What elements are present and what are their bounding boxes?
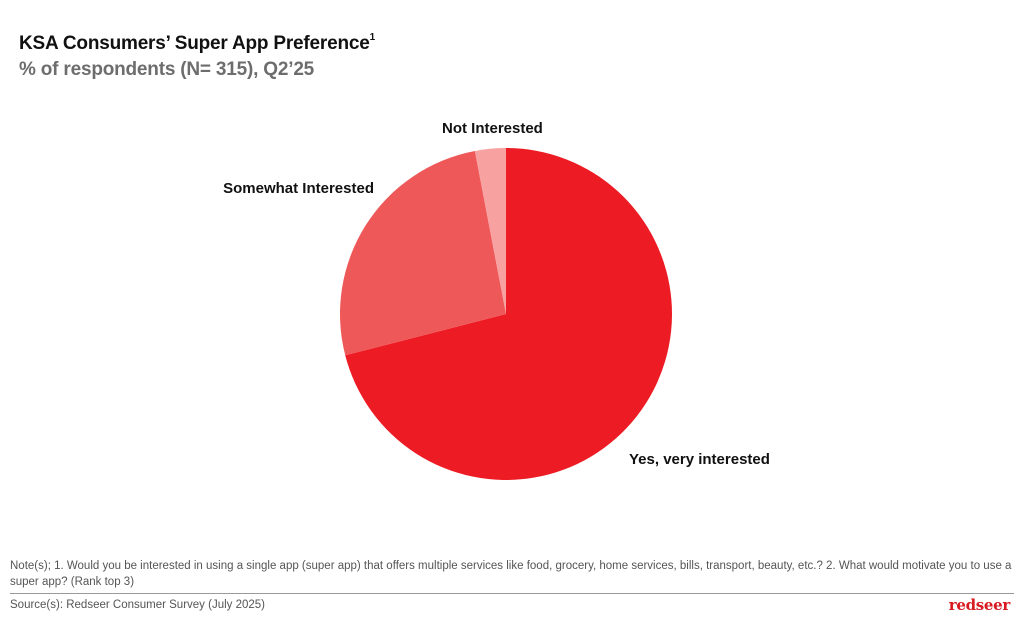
pie-slice-somewhat-interested	[340, 150, 506, 356]
chart-subtitle: % of respondents (N= 315), Q2’25	[19, 59, 315, 80]
footer-divider	[10, 593, 1014, 594]
pie-chart: Yes, very interested Somewhat Interested N…	[223, 120, 770, 480]
chart-title: KSA Consumers’ Super App Preference1	[19, 31, 376, 54]
footnote: Note(s); 1. Would you be interested in u…	[10, 560, 1012, 588]
source-text: Source(s): Redseer Consumer Survey (July…	[10, 599, 266, 611]
pie-slice-yes-very-interested	[345, 148, 672, 480]
redseer-logo: redseer	[948, 596, 1011, 614]
slice-label-somewhat-interested: Somewhat Interested	[223, 180, 374, 197]
pie-slice-not-interested	[474, 148, 506, 314]
slice-label-not-interested: Not Interested	[442, 120, 543, 137]
title-footnote-marker: 1	[369, 31, 376, 43]
slice-label-yes-very-interested: Yes, very interested	[629, 451, 770, 468]
